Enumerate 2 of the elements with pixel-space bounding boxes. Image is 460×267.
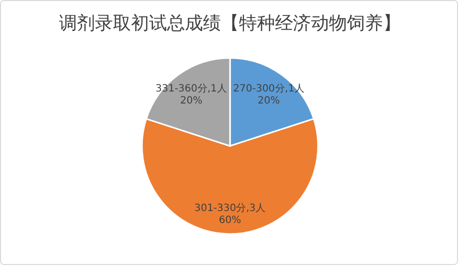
chart-title: 调剂录取初试总成绩【特种经济动物饲养】 <box>59 13 401 34</box>
slice-label: 301-330分,3人 60% <box>194 202 266 226</box>
